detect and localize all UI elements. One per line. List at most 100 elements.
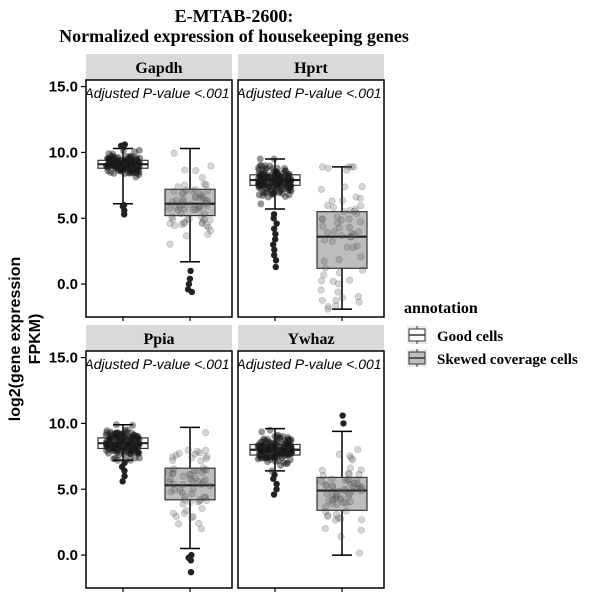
outlier-point [121,472,128,480]
data-point [255,170,263,178]
data-point [352,193,360,201]
data-point [110,433,118,441]
data-point [123,429,131,437]
data-point [202,199,210,207]
data-point [121,434,129,442]
data-point [337,216,345,224]
data-point [201,210,209,218]
y-tick-label: 5.0 [57,210,78,227]
data-point [279,440,287,448]
data-point [202,429,210,437]
data-point [274,174,282,182]
data-point [284,176,292,184]
data-point [272,168,280,176]
data-point [271,178,279,186]
box [316,476,368,511]
data-point [134,435,142,443]
data-point [136,159,144,167]
data-point [346,498,354,506]
data-point [170,149,178,157]
data-point [264,176,272,184]
data-point [280,444,288,452]
data-point [113,164,121,172]
data-point [287,444,295,452]
data-point [278,454,286,462]
data-point [266,426,274,434]
data-point [127,436,135,444]
data-point [105,155,113,163]
data-point [172,203,180,211]
facet-strip [238,325,384,351]
data-point [117,164,125,172]
data-point [133,155,141,163]
data-point [263,185,271,193]
data-point [334,514,342,522]
data-point [354,445,362,453]
data-point [131,166,139,174]
data-point [257,447,265,455]
data-point [132,156,140,164]
data-point [111,160,119,168]
data-point [120,436,128,444]
data-point [277,176,285,184]
panel-border [237,79,385,318]
data-point [126,167,134,175]
data-point [127,446,135,454]
data-point [118,160,126,168]
data-point [282,175,290,183]
data-point [283,446,291,454]
data-point [285,437,293,445]
data-point [128,161,136,169]
data-point [125,162,133,170]
data-point [322,503,330,511]
data-point [339,498,347,506]
data-point [258,176,266,184]
outlier-point [187,267,194,275]
data-point [330,204,338,212]
data-point [256,155,264,163]
data-point [271,458,279,466]
data-point [256,442,264,450]
data-point [345,215,353,223]
data-point [104,154,112,162]
data-point [285,191,293,199]
data-point [119,430,127,438]
data-point [126,153,134,161]
data-point [182,232,190,240]
outlier-point [270,491,278,498]
data-point [207,227,215,235]
data-point [125,433,133,441]
outlier-point [187,557,195,564]
data-point [254,164,262,172]
facet-strip [86,325,232,351]
data-point [112,445,120,453]
data-point [255,179,263,187]
data-point [197,457,205,465]
data-point [166,219,174,227]
data-point [118,162,126,170]
data-point [321,508,329,516]
data-point [110,444,118,452]
data-point [206,482,214,490]
data-point [169,469,177,477]
outlier-point [271,246,278,254]
data-point [106,159,114,167]
data-point [110,154,118,162]
data-point [133,445,141,453]
data-point [344,470,352,478]
data-point [259,451,267,459]
data-point [286,444,294,452]
data-point [114,161,122,169]
data-point [269,174,277,182]
data-point [330,228,338,236]
data-point [118,162,126,170]
data-point [342,499,350,507]
data-point [105,161,113,169]
data-point [124,156,132,164]
data-point [287,442,295,450]
data-point [179,472,187,480]
data-point [332,511,340,519]
data-point [273,164,281,172]
data-point [320,271,328,279]
data-point [358,484,366,492]
